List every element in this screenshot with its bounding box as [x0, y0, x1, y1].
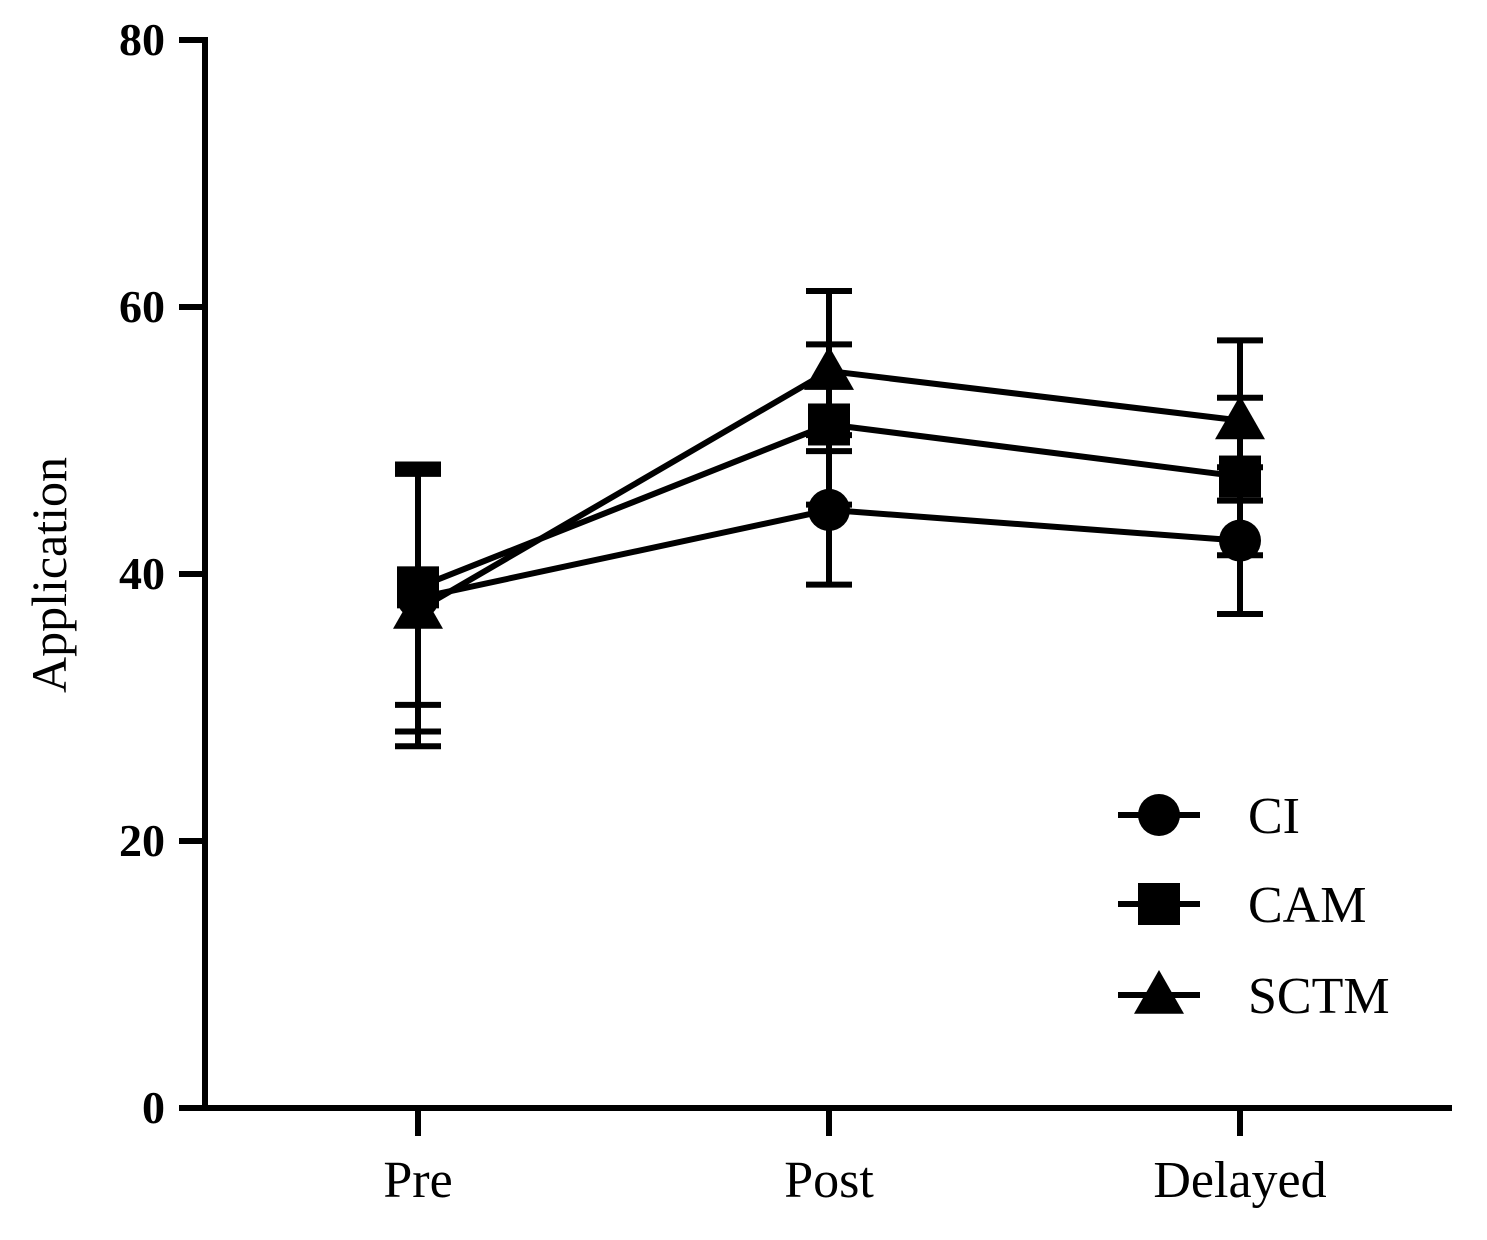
x-tick-label: Delayed [1153, 1152, 1326, 1209]
legend-item-cam: CAM [1118, 877, 1366, 934]
legend-item-ci: CI [1118, 788, 1300, 845]
axes: 0 20 40 60 80 Pre Post Delayed [119, 14, 1452, 1209]
legend-label: CI [1248, 788, 1300, 845]
y-tick-label: 80 [119, 14, 165, 65]
series-sctm [393, 287, 1265, 750]
y-axis-title: Application [21, 457, 77, 693]
x-tick-label: Pre [383, 1152, 452, 1209]
legend-marker-ci [1138, 794, 1180, 836]
data-point-sctm [804, 346, 854, 390]
legend-label: CAM [1248, 877, 1366, 934]
legend-marker-sctm [1134, 970, 1184, 1014]
series-layer [393, 287, 1265, 750]
y-tick-label: 0 [142, 1082, 165, 1133]
y-tick-label: 60 [119, 281, 165, 332]
legend: CI CAM SCTM [1118, 788, 1390, 1025]
legend-marker-cam [1138, 883, 1180, 925]
data-point-sctm [393, 585, 443, 629]
x-tick-label: Post [784, 1152, 874, 1209]
data-point-ci [808, 488, 850, 531]
legend-label: SCTM [1248, 968, 1390, 1025]
data-point-sctm [1215, 395, 1265, 440]
y-tick-label: 40 [119, 548, 165, 599]
y-tick-label: 20 [119, 815, 165, 866]
legend-item-sctm: SCTM [1118, 968, 1390, 1025]
